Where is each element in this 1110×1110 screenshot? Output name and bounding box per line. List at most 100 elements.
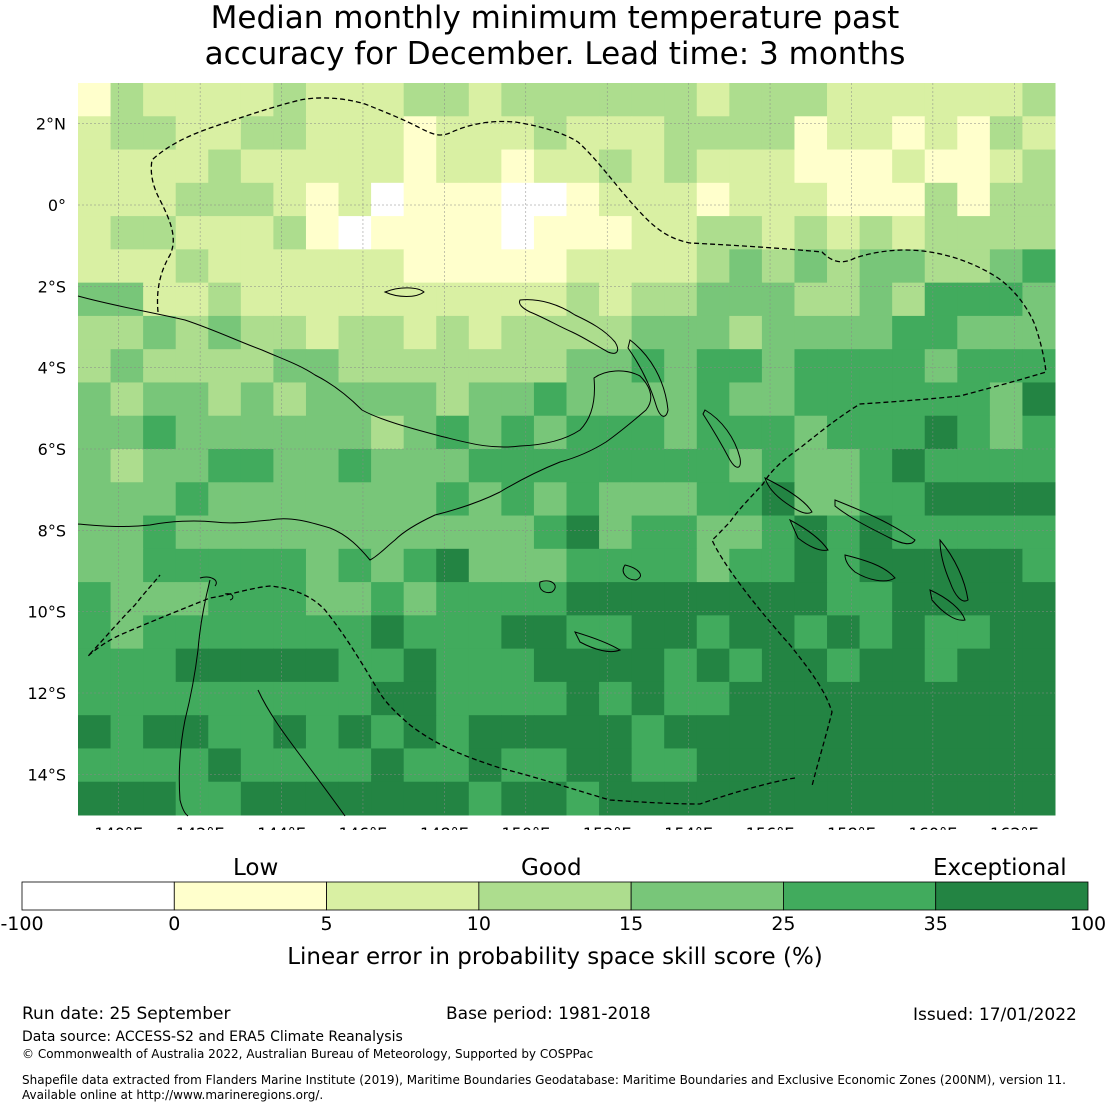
- skill-cell: [436, 582, 470, 616]
- skill-cell: [924, 216, 958, 250]
- skill-cell: [761, 648, 795, 683]
- skill-cell: [599, 648, 633, 683]
- skill-cell: [761, 282, 795, 317]
- skill-cell: [273, 216, 307, 250]
- skill-cell: [468, 315, 502, 350]
- skill-cell: [403, 449, 437, 483]
- skill-cell: [631, 216, 665, 250]
- skill-cell: [892, 315, 926, 350]
- skill-cell: [924, 515, 958, 550]
- colorbar-tick-label: 0: [168, 913, 181, 935]
- skill-cell: [1022, 315, 1056, 350]
- skill-cell: [599, 582, 633, 616]
- skill-cell: [208, 449, 242, 483]
- skill-cell: [989, 249, 1023, 284]
- skill-cell: [208, 582, 242, 616]
- skill-cell: [305, 382, 340, 417]
- skill-cell: [468, 415, 502, 450]
- shapefile-credit-line1: Shapefile data extracted from Flanders M…: [22, 1073, 1066, 1087]
- coastline-torres-islands: [199, 576, 234, 601]
- coastlines: [77, 287, 969, 817]
- skill-cell: [436, 648, 470, 683]
- longitude-label: 150°E: [501, 824, 550, 830]
- skill-cell: [273, 415, 307, 450]
- skill-cell: [761, 582, 795, 616]
- skill-cell: [794, 748, 828, 783]
- skill-cell: [468, 349, 502, 383]
- map-gridlines: [78, 83, 1055, 815]
- skill-cell: [794, 315, 828, 350]
- colorbar-segment: [21, 881, 175, 911]
- skill-cell: [924, 315, 958, 350]
- skill-cell: [1022, 681, 1056, 716]
- skill-cell: [371, 548, 405, 583]
- skill-cell: [989, 415, 1023, 450]
- skill-cell: [599, 382, 633, 417]
- skill-cell: [533, 781, 567, 816]
- skill-cell: [1022, 748, 1056, 783]
- skill-cell: [501, 548, 535, 583]
- skill-cell: [729, 515, 763, 550]
- skill-cell: [761, 715, 795, 749]
- skill-cell: [143, 748, 177, 783]
- skill-cell: [827, 216, 861, 250]
- skill-cell: [436, 282, 470, 317]
- skill-cell: [371, 382, 405, 417]
- coastline-manus: [383, 287, 425, 297]
- skill-cell: [729, 149, 763, 184]
- skill-cell: [403, 648, 437, 683]
- skill-cell: [208, 116, 242, 151]
- skill-cell: [696, 449, 730, 483]
- longitude-label: 142°E: [176, 824, 225, 830]
- data-source: Data source: ACCESS-S2 and ERA5 Climate …: [22, 1029, 403, 1045]
- skill-cell: [859, 648, 893, 683]
- skill-cell: [859, 149, 893, 184]
- skill-cell: [892, 415, 926, 450]
- skill-cell: [761, 415, 795, 450]
- skill-cell: [761, 249, 795, 284]
- skill-cell: [273, 715, 307, 749]
- skill-cell: [827, 449, 861, 483]
- skill-cell: [78, 548, 112, 583]
- skill-cell: [240, 315, 274, 350]
- skill-cell: [924, 449, 958, 483]
- skill-cell: [566, 249, 600, 284]
- skill-cell: [175, 349, 209, 383]
- skill-cell: [175, 249, 209, 284]
- skill-cell: [1022, 648, 1056, 683]
- skill-cell: [631, 83, 665, 117]
- colorbar-category-good: Good: [521, 855, 582, 881]
- skill-cell: [761, 83, 795, 117]
- skill-cell: [533, 249, 567, 284]
- skill-cell: [143, 282, 177, 317]
- latitude-label: 8°S: [38, 521, 66, 540]
- skill-cell: [403, 515, 437, 550]
- shapefile-credit-line2: Available online at http://www.marinereg…: [22, 1088, 324, 1102]
- skill-cell: [892, 482, 926, 517]
- skill-cell: [696, 548, 730, 583]
- skill-cell: [631, 249, 665, 284]
- skill-cell: [566, 515, 600, 550]
- skill-cell: [599, 116, 633, 151]
- longitude-label: 156°E: [746, 824, 795, 830]
- skill-cell: [208, 415, 242, 450]
- skill-cell: [403, 482, 437, 517]
- skill-cell: [696, 715, 730, 749]
- skill-cell: [143, 781, 177, 816]
- skill-cell: [533, 349, 567, 383]
- eez-png: [87, 97, 1047, 805]
- skill-cell: [827, 548, 861, 583]
- skill-cell: [208, 249, 242, 284]
- skill-cell: [696, 182, 730, 217]
- skill-cell: [924, 249, 958, 284]
- latitude-label: 0°: [48, 196, 66, 215]
- skill-cell: [240, 216, 274, 250]
- skill-cell: [403, 582, 437, 616]
- skill-cell: [1022, 149, 1056, 184]
- skill-cell: [501, 249, 535, 284]
- coastline-new-ireland: [627, 339, 669, 417]
- skill-cell: [664, 149, 698, 184]
- skill-cell: [599, 415, 633, 450]
- skill-cell: [761, 515, 795, 550]
- skill-cell: [305, 515, 340, 550]
